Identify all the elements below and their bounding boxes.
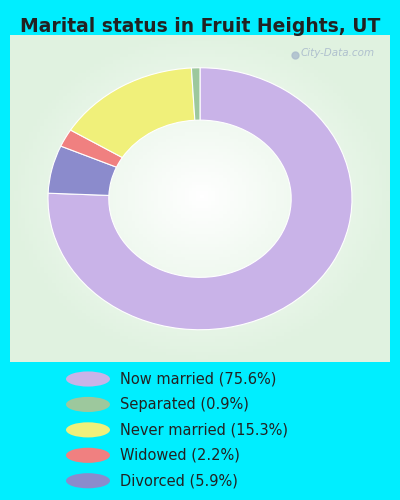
Text: Divorced (5.9%): Divorced (5.9%)	[120, 473, 238, 488]
Wedge shape	[70, 68, 195, 158]
Circle shape	[66, 473, 110, 488]
Circle shape	[66, 372, 110, 386]
Text: Now married (75.6%): Now married (75.6%)	[120, 372, 276, 386]
Circle shape	[66, 422, 110, 438]
Text: Widowed (2.2%): Widowed (2.2%)	[120, 448, 240, 463]
Wedge shape	[48, 146, 116, 196]
Text: Separated (0.9%): Separated (0.9%)	[120, 397, 249, 412]
Wedge shape	[48, 68, 352, 330]
Text: City-Data.com: City-Data.com	[301, 48, 375, 58]
Circle shape	[66, 448, 110, 463]
Wedge shape	[192, 68, 200, 120]
Circle shape	[66, 397, 110, 412]
Text: Never married (15.3%): Never married (15.3%)	[120, 422, 288, 438]
Wedge shape	[61, 130, 122, 167]
Text: Marital status in Fruit Heights, UT: Marital status in Fruit Heights, UT	[20, 18, 380, 36]
